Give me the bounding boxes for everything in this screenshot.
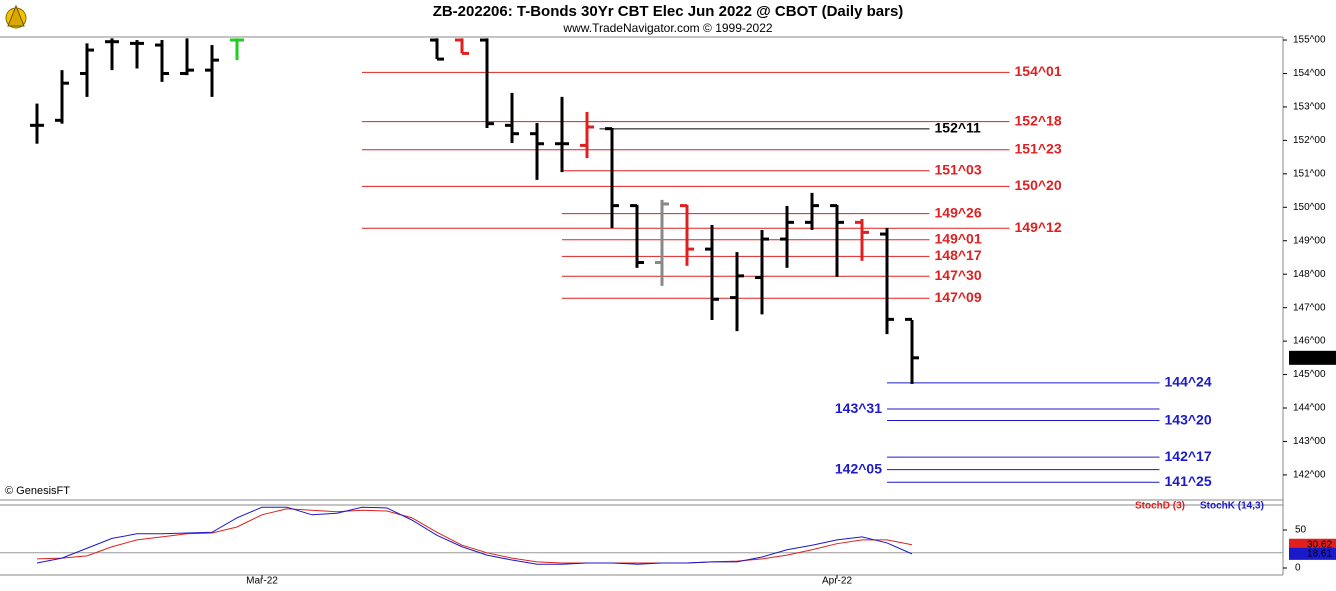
y-tick-label: 143^00 [1293,436,1326,447]
y-tick-label: 142^00 [1293,470,1326,481]
y-tick-label: 145^00 [1293,369,1326,380]
level-label: 150^20 [1015,177,1062,193]
stoch-line [36,506,913,565]
y-tick-label: 152^00 [1293,135,1326,146]
last-price-label: 145^16 [1291,352,1324,363]
y-tick-label: 148^00 [1293,269,1326,280]
y-tick-label: 153^00 [1293,102,1326,113]
level-label: 151^23 [1015,140,1062,156]
level-label: 151^03 [935,161,982,177]
credit: © GenesisFT [5,485,70,497]
stoch-tick-label: 0 [1295,563,1301,574]
legend-entry: StochK (14,3) [1200,501,1264,512]
x-tick-label: Apr-22 [822,576,852,587]
level-label: 149^12 [1015,219,1062,235]
stoch-value-label: 18.61 [1307,549,1332,560]
y-tick-label: 149^00 [1293,235,1326,246]
y-tick-label: 146^00 [1293,336,1326,347]
stoch-value-box [1289,538,1336,551]
legend-entry: StochD (3) [1135,501,1185,512]
stoch-value-label: 30.62 [1307,539,1332,550]
level-label: 148^17 [935,247,982,263]
stoch-value-box [1289,547,1336,560]
level-label: 149^01 [935,230,982,246]
y-tick-label: 155^00 [1293,35,1326,46]
logo [5,4,27,29]
level-label: 147^30 [935,267,982,283]
level-label: 143^31 [835,400,882,416]
level-label: 147^09 [935,289,982,305]
y-tick-label: 144^00 [1293,403,1326,414]
level-label: 142^17 [1165,448,1212,464]
level-label: 144^24 [1165,374,1212,390]
level-label: 141^25 [1165,473,1212,489]
y-tick-label: 151^00 [1293,168,1326,179]
chart-title: ZB-202206: T-Bonds 30Yr CBT Elec Jun 202… [433,3,904,20]
level-label: 154^01 [1015,63,1062,79]
level-label: 142^05 [835,460,882,476]
level-label: 152^18 [1015,112,1062,128]
level-label: 143^20 [1165,411,1212,427]
stoch-tick-label: 50 [1295,525,1307,536]
y-tick-label: 150^00 [1293,202,1326,213]
last-price-box [1289,350,1336,365]
level-label: 152^11 [935,120,982,136]
chart-subtitle: www.TradeNavigator.com © 1999-2022 [562,21,772,35]
y-tick-label: 154^00 [1293,68,1326,79]
stoch-line [36,508,913,564]
level-label: 149^26 [935,204,982,220]
x-tick-label: Mar-22 [246,576,278,587]
y-tick-label: 147^00 [1293,302,1326,313]
